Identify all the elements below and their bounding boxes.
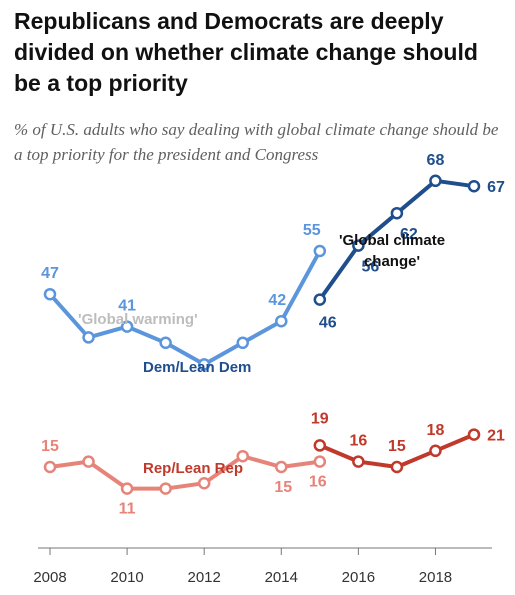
data-point-dem: [352, 239, 365, 252]
data-label-rep: 18: [427, 422, 445, 439]
data-point-dem: [429, 174, 442, 188]
data-point-dem: [390, 206, 404, 220]
data-point-rep: [159, 482, 172, 495]
data-label-dem: 42: [268, 292, 286, 309]
data-point-dem: [467, 179, 481, 193]
data-point-rep: [43, 460, 57, 474]
data-point-dem: [313, 293, 327, 306]
data-point-rep: [197, 476, 211, 490]
data-label-rep: 15: [274, 479, 292, 496]
data-point-rep: [352, 455, 365, 468]
data-label-rep: 21: [487, 428, 505, 445]
data-label-dem: 55: [303, 222, 321, 239]
x-axis-ticks: 2008 2010 2012 2014 2016 2018: [33, 548, 452, 586]
data-point-rep: [236, 449, 249, 463]
data-point-dem: [43, 287, 57, 301]
data-point-dem: [236, 336, 249, 350]
data-point-rep: [275, 460, 288, 474]
data-label-dem: 62: [400, 226, 418, 243]
data-label-dem: 46: [319, 315, 337, 332]
x-tick-label: 2010: [110, 569, 143, 586]
data-point-dem: [313, 244, 327, 258]
x-tick-label: 2016: [342, 569, 375, 586]
data-label-dem: 56: [361, 259, 379, 276]
legend-label-dem: Dem/Lean Dem: [143, 359, 251, 376]
data-label-rep: 19: [311, 410, 329, 427]
series-line-dem-global-warming: [48, 249, 322, 367]
annotation-global-climate-change-line2: change': [364, 253, 420, 270]
data-labels: 47 41 42 55 46 56 62 68 67 15 11 15 16 19 16 15 18 21: [41, 152, 505, 518]
x-tick-label: 2018: [419, 569, 452, 586]
data-label-dem: 47: [41, 265, 59, 282]
x-tick-label: 2008: [33, 569, 66, 586]
data-point-rep: [82, 455, 95, 468]
data-point-rep: [429, 444, 442, 458]
data-label-dem: 41: [118, 298, 136, 315]
data-point-rep: [390, 460, 404, 474]
data-label-dem: 68: [427, 152, 445, 169]
chart-title: Republicans and Democrats are deeply div…: [14, 8, 478, 96]
data-point-rep: [313, 439, 327, 452]
data-point-dem: [275, 314, 288, 328]
data-label-rep: 16: [309, 474, 327, 491]
chart-subtitle: % of U.S. adults who say dealing with gl…: [14, 120, 499, 164]
data-point-dem: [197, 358, 211, 371]
data-label-rep: 16: [349, 433, 367, 450]
data-label-rep: 15: [388, 438, 406, 455]
series-points: [43, 174, 481, 495]
x-tick-label: 2012: [187, 569, 220, 586]
data-point-dem: [82, 331, 95, 344]
x-tick-label: 2014: [265, 569, 298, 586]
data-label-rep: 15: [41, 438, 59, 455]
data-label-dem: 67: [487, 179, 505, 196]
data-point-dem: [159, 336, 172, 350]
chart-annotations: 'Global warming' 'Global climate change'…: [78, 232, 445, 477]
data-label-rep: 11: [119, 501, 136, 518]
series-line-rep-global-warming: [48, 454, 322, 491]
data-point-rep: [467, 428, 481, 441]
data-point-dem: [120, 320, 134, 333]
data-point-rep: [313, 455, 327, 468]
data-point-rep: [120, 482, 134, 495]
annotation-global-climate-change-line1: 'Global climate: [339, 232, 445, 249]
annotation-global-warming: 'Global warming': [78, 311, 198, 328]
legend-label-rep: Rep/Lean Rep: [143, 460, 243, 477]
